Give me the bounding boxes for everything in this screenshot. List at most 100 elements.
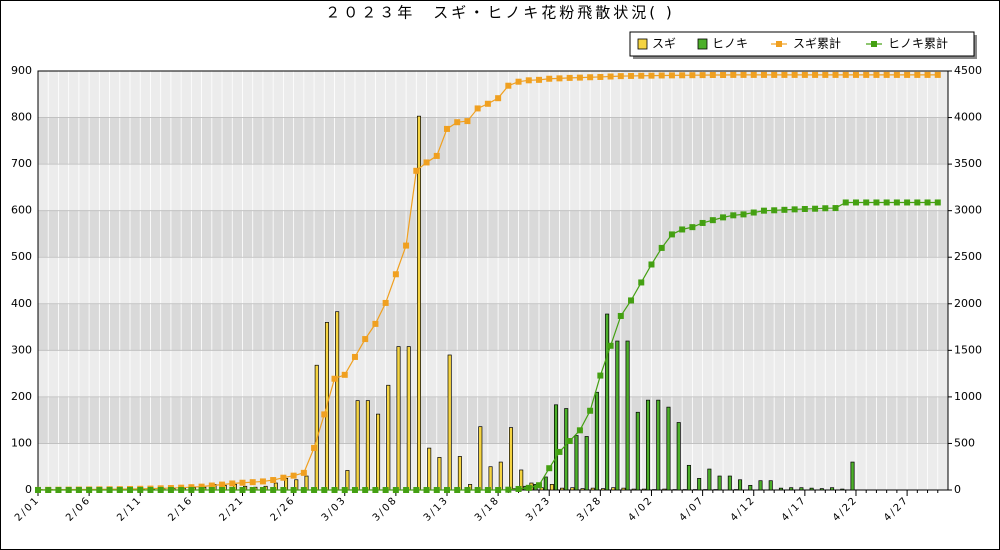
line-marker	[546, 465, 553, 472]
line-marker	[883, 199, 890, 206]
line-marker	[464, 487, 471, 493]
bar	[850, 461, 855, 491]
line-marker	[760, 207, 767, 214]
y2-tick-label: 1000	[954, 390, 982, 403]
line-marker	[648, 72, 655, 79]
line-marker	[720, 72, 727, 79]
legend-swatch	[776, 41, 782, 47]
line-marker	[842, 71, 849, 78]
line-marker	[791, 71, 798, 78]
line-marker	[106, 487, 113, 493]
line-marker	[300, 469, 307, 476]
bar	[727, 475, 732, 491]
line-marker	[934, 199, 941, 206]
line-marker	[658, 244, 665, 251]
legend-swatch	[637, 38, 648, 50]
y2-tick-label: 4500	[954, 64, 982, 77]
line-marker	[75, 487, 82, 493]
line-marker	[341, 371, 348, 378]
line-marker	[351, 487, 358, 493]
line-marker	[597, 73, 604, 80]
line-marker	[576, 427, 583, 434]
line-marker	[443, 125, 450, 132]
line-marker	[433, 487, 440, 493]
bar	[488, 466, 493, 491]
line-marker	[127, 487, 134, 493]
line-marker	[863, 199, 870, 206]
y2-tick-label: 3500	[954, 157, 982, 170]
line-marker	[914, 199, 921, 206]
line-marker	[648, 261, 655, 268]
bar	[376, 413, 381, 491]
line-marker	[382, 299, 389, 306]
line-marker	[413, 487, 420, 493]
line-marker	[178, 487, 185, 493]
line-marker	[771, 207, 778, 214]
bar	[594, 391, 599, 491]
line-marker	[116, 487, 123, 493]
line-marker	[515, 78, 522, 85]
line-marker	[229, 480, 236, 487]
line-marker	[65, 487, 72, 493]
line-marker	[372, 487, 379, 493]
line-marker	[628, 72, 635, 79]
line-marker	[597, 372, 604, 379]
line-marker	[229, 487, 236, 493]
line-marker	[362, 336, 369, 343]
bar	[447, 354, 452, 491]
line-marker	[413, 167, 420, 174]
bar	[543, 476, 548, 491]
line-marker	[822, 205, 829, 212]
line-marker	[689, 72, 696, 79]
line-marker	[730, 212, 737, 219]
y-tick-label: 600	[11, 204, 32, 217]
line-marker	[259, 478, 266, 485]
line-marker	[668, 72, 675, 79]
line-marker	[474, 105, 481, 112]
bar	[819, 488, 824, 491]
bar	[707, 468, 712, 491]
grid-band	[38, 443, 948, 490]
line-marker	[883, 71, 890, 78]
line-marker	[617, 73, 624, 80]
line-marker	[280, 487, 287, 493]
bar	[437, 457, 442, 491]
line-marker	[341, 487, 348, 493]
bar	[590, 487, 595, 491]
bar	[611, 487, 616, 491]
line-marker	[801, 205, 808, 212]
line-marker	[842, 199, 849, 206]
bar	[641, 488, 646, 491]
line-marker	[35, 487, 41, 493]
bar	[809, 487, 814, 491]
line-marker	[300, 487, 307, 493]
line-marker	[617, 312, 624, 319]
line-marker	[351, 353, 358, 360]
line-marker	[198, 483, 205, 490]
legend	[629, 31, 975, 57]
grid-band	[38, 210, 948, 258]
line-marker	[638, 279, 645, 286]
line-marker	[914, 71, 921, 78]
line-marker	[249, 479, 256, 486]
line-marker	[904, 71, 911, 78]
line-marker	[403, 242, 410, 249]
bar	[830, 487, 835, 491]
line-marker	[893, 71, 900, 78]
line-marker	[157, 487, 164, 493]
line-marker	[832, 205, 839, 212]
line-marker	[852, 199, 859, 206]
y-tick-label: 300	[11, 343, 32, 356]
bar	[580, 488, 585, 491]
line-marker	[96, 487, 103, 493]
bar	[778, 487, 783, 491]
legend-label: ヒノキ累計	[888, 36, 948, 51]
line-marker	[556, 75, 563, 82]
line-marker	[188, 487, 195, 493]
grid-band	[38, 257, 948, 304]
y2-tick-label: 2500	[954, 250, 982, 263]
line-marker	[607, 342, 614, 349]
line-marker	[904, 199, 911, 206]
line-marker	[852, 71, 859, 78]
